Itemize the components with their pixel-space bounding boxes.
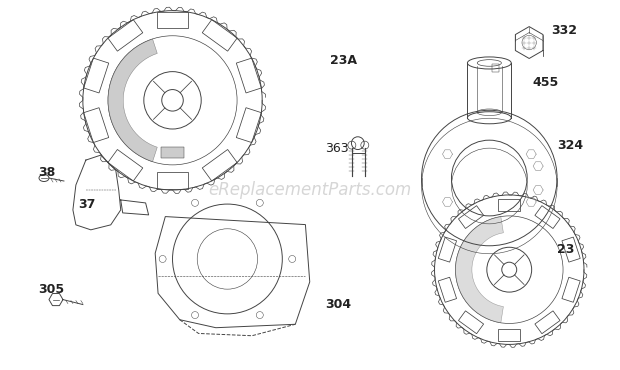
Bar: [562, 237, 580, 262]
Bar: [492, 64, 499, 72]
Bar: [458, 311, 484, 334]
Text: eReplacementParts.com: eReplacementParts.com: [208, 181, 412, 199]
Text: 38: 38: [38, 165, 55, 179]
Text: 304: 304: [325, 298, 351, 311]
Text: 305: 305: [38, 283, 64, 296]
Bar: [108, 149, 143, 181]
Text: 363: 363: [325, 142, 348, 155]
Bar: [161, 147, 184, 158]
Polygon shape: [456, 216, 503, 323]
Bar: [84, 58, 108, 93]
Bar: [157, 12, 188, 28]
Bar: [202, 20, 237, 51]
Bar: [535, 206, 560, 229]
Bar: [438, 237, 456, 262]
Bar: [535, 311, 560, 334]
Bar: [458, 206, 484, 229]
Bar: [498, 199, 520, 211]
Bar: [108, 20, 143, 51]
Bar: [236, 108, 262, 142]
Text: 324: 324: [557, 139, 583, 152]
Bar: [202, 149, 237, 181]
Text: 332: 332: [551, 24, 577, 37]
Bar: [438, 277, 456, 302]
Bar: [236, 58, 262, 93]
Bar: [157, 172, 188, 189]
Text: 23: 23: [557, 243, 575, 256]
Polygon shape: [108, 39, 157, 162]
Bar: [498, 329, 520, 341]
Bar: [562, 277, 580, 302]
Bar: [84, 108, 108, 142]
Text: 37: 37: [78, 198, 95, 211]
Text: 455: 455: [532, 76, 559, 89]
Text: 23A: 23A: [330, 54, 357, 67]
